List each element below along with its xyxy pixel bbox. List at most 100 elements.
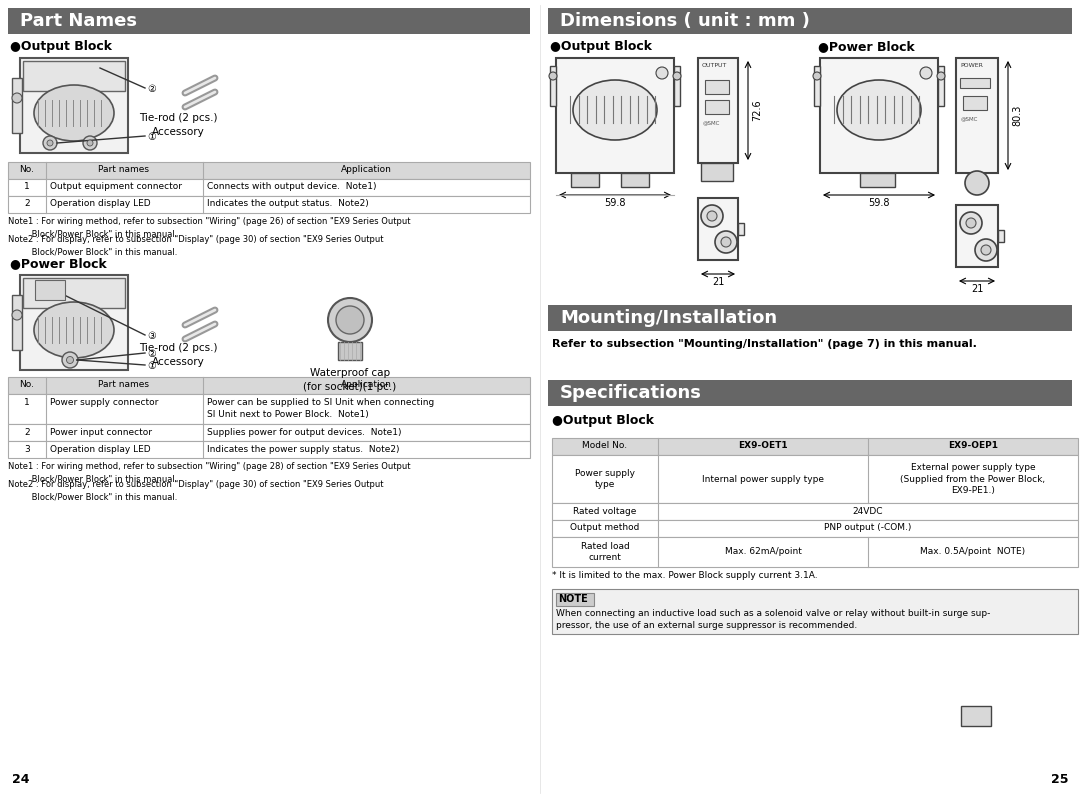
Text: ③: ③ [147,331,156,341]
Circle shape [62,352,78,368]
Text: Waterproof cap
(for socket)(1 pc.): Waterproof cap (for socket)(1 pc.) [303,368,396,392]
Text: Tie-rod (2 pcs.)
Accessory: Tie-rod (2 pcs.) Accessory [138,113,217,137]
Bar [550,66,556,106]
Text: Part Names: Part Names [21,12,137,30]
Circle shape [67,357,73,364]
Bar [552,589,1078,634]
Text: NOTE: NOTE [558,594,588,604]
Text: POWER: POWER [960,63,983,68]
Text: ①: ① [147,132,156,142]
Text: 24: 24 [12,773,29,786]
Text: ②: ② [147,84,156,94]
Text: Tie-rod (2 pcs.)
Accessory: Tie-rod (2 pcs.) Accessory [138,343,217,367]
Bar [8,377,530,394]
Text: Application: Application [340,380,391,389]
Bar [23,278,125,308]
Ellipse shape [837,80,921,140]
Text: Internal power supply type: Internal power supply type [702,475,824,484]
Circle shape [920,67,932,79]
Text: Note1 : For wiring method, refer to subsection "Wiring" (page 26) of section "EX: Note1 : For wiring method, refer to subs… [8,217,410,239]
Text: Output equipment connector: Output equipment connector [50,182,183,191]
Bar [674,66,680,106]
Text: Operation display LED: Operation display LED [50,445,150,454]
Text: Power input connector: Power input connector [50,428,152,437]
Bar [552,537,1078,567]
Text: ●Power Block: ●Power Block [10,257,107,270]
Bar [552,438,1078,455]
Bar [35,280,65,300]
Text: Dimensions ( unit : mm ): Dimensions ( unit : mm ) [561,12,810,30]
Text: Note2 : For display, refer to subsection "Display" (page 30) of section "EX9 Ser: Note2 : For display, refer to subsection… [8,480,383,501]
Text: 59.8: 59.8 [604,198,625,208]
Text: Part names: Part names [98,165,149,174]
Text: ●Power Block: ●Power Block [818,40,915,53]
Text: Operation display LED: Operation display LED [50,199,150,208]
Text: Connects with output device.  Note1): Connects with output device. Note1) [207,182,377,191]
Text: Output method: Output method [570,523,639,532]
Bar [705,80,729,94]
Text: Note1 : For wiring method, refer to subsection "Wiring" (page 28) of section "EX: Note1 : For wiring method, refer to subs… [8,462,410,484]
Bar [621,173,649,187]
Bar [939,66,944,106]
Bar [705,100,729,114]
Circle shape [715,231,737,253]
Text: 21: 21 [971,284,983,294]
Text: External power supply type
(Supplied from the Power Block,
EX9-PE1.): External power supply type (Supplied fro… [901,463,1045,496]
Text: 2: 2 [24,428,30,437]
Bar [701,163,733,181]
Text: Mounting/Installation: Mounting/Installation [561,309,778,327]
Circle shape [48,140,53,146]
Text: 2: 2 [24,199,30,208]
Text: 24VDC: 24VDC [853,507,883,516]
Bar [552,503,1078,520]
Bar [698,198,738,260]
Bar [552,520,1078,537]
Circle shape [83,136,97,150]
Text: Application: Application [340,165,391,174]
Bar [738,223,744,235]
Bar [548,380,1072,406]
Bar [12,78,22,133]
Text: ●Output Block: ●Output Block [10,40,112,53]
Bar [956,58,998,173]
Circle shape [12,93,22,103]
Text: No.: No. [19,165,35,174]
Text: Note2 : For display, refer to subsection "Display" (page 30) of section "EX9 Ser: Note2 : For display, refer to subsection… [8,235,383,256]
Ellipse shape [33,85,114,141]
Bar [8,394,530,424]
Bar [960,78,990,88]
Text: Max. 0.5A/point  NOTE): Max. 0.5A/point NOTE) [920,547,1026,556]
Circle shape [981,245,991,255]
Text: EX9-OEP1: EX9-OEP1 [948,441,998,450]
Bar [8,441,530,458]
Bar [552,455,1078,503]
Bar [8,162,530,179]
Text: Refer to subsection "Mounting/Installation" (page 7) in this manual.: Refer to subsection "Mounting/Installati… [552,339,977,349]
Text: 3: 3 [24,445,30,454]
Bar [556,58,674,173]
Bar [814,66,820,106]
Circle shape [43,136,57,150]
Bar [820,58,939,173]
Circle shape [656,67,669,79]
Text: 21: 21 [712,277,725,287]
Text: 59.8: 59.8 [868,198,890,208]
Bar [23,61,125,91]
Text: 80.3: 80.3 [1012,105,1022,126]
Bar [8,179,530,196]
Text: * It is limited to the max. Power Block supply current 3.1A.: * It is limited to the max. Power Block … [552,571,818,580]
Text: Model No.: Model No. [582,441,627,450]
Bar [338,342,362,360]
Bar [548,305,1072,331]
Bar [961,706,991,726]
Text: ②: ② [147,349,156,359]
Text: Part names: Part names [98,380,149,389]
Bar [8,424,530,441]
Text: When connecting an inductive load such as a solenoid valve or relay without buil: When connecting an inductive load such a… [556,609,990,630]
Text: EX9-OET1: EX9-OET1 [739,441,787,450]
Circle shape [549,72,557,80]
Bar [12,295,22,350]
Circle shape [707,211,717,221]
Bar [8,196,530,213]
Circle shape [937,72,945,80]
